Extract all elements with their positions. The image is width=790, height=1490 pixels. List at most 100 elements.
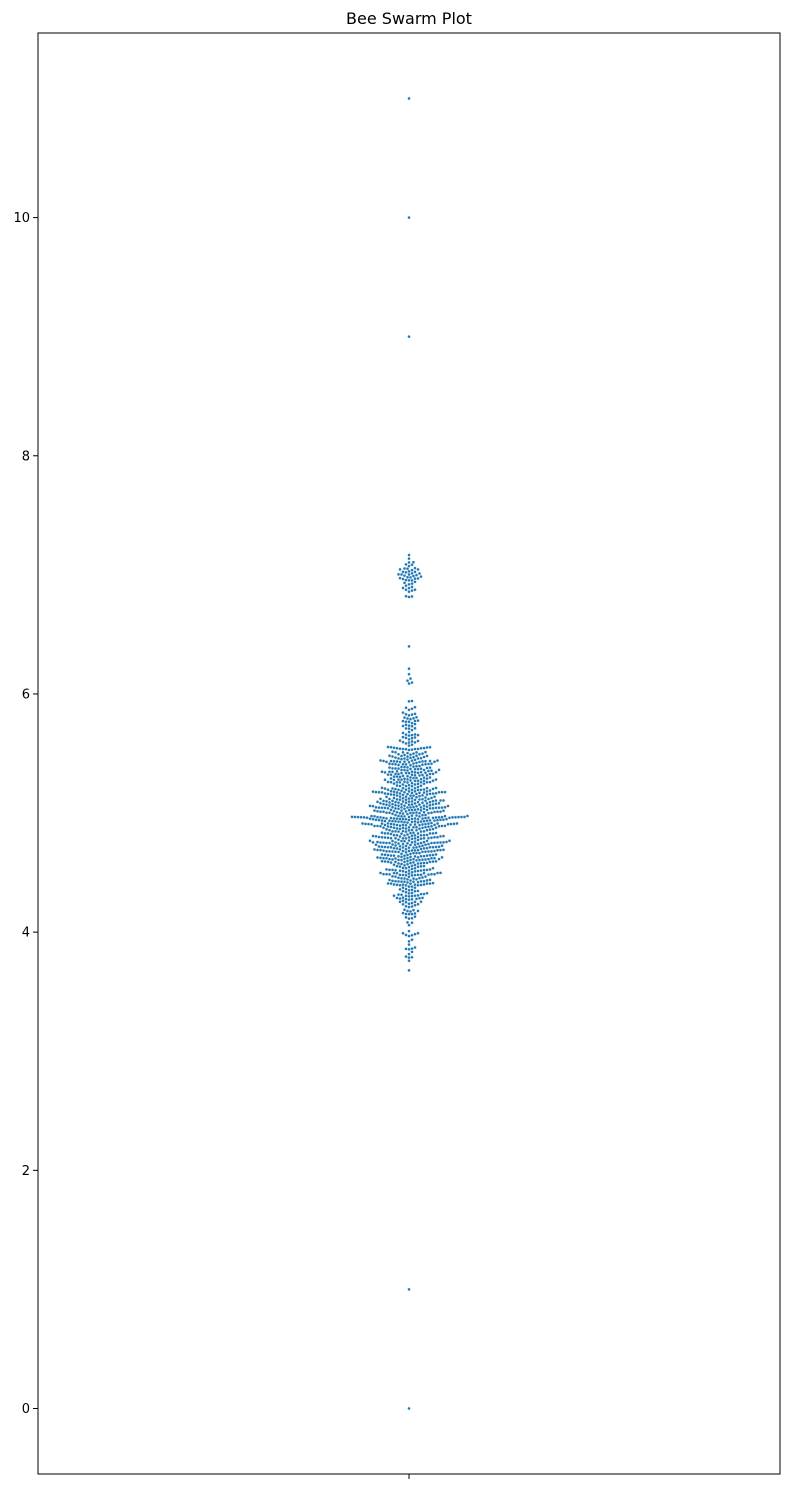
y-tick-label: 2 <box>22 1164 30 1179</box>
swarm-point <box>416 788 420 792</box>
swarm-point <box>404 706 408 710</box>
swarm-point <box>393 860 398 864</box>
swarm-point <box>387 770 392 774</box>
swarm-point <box>411 811 416 815</box>
swarm-point <box>419 756 423 760</box>
swarm-point <box>420 801 425 805</box>
swarm-point <box>390 874 395 879</box>
swarm-point <box>413 580 417 584</box>
swarm-point <box>413 911 417 916</box>
swarm-point <box>404 562 408 567</box>
swarm-point <box>416 889 420 893</box>
swarm-point <box>396 876 401 880</box>
swarm-point <box>407 560 411 565</box>
swarm-point <box>401 786 405 790</box>
swarm-point <box>404 798 408 802</box>
swarm-point <box>410 721 414 725</box>
swarm-point <box>404 870 408 874</box>
swarm-point <box>416 747 420 751</box>
swarm-point <box>434 806 438 810</box>
swarm-point <box>393 879 398 883</box>
swarm-point <box>408 831 413 835</box>
swarm-point <box>407 902 411 906</box>
swarm-point <box>402 765 407 769</box>
swarm-point <box>404 904 408 908</box>
swarm-point <box>434 770 438 774</box>
swarm-point <box>419 777 423 781</box>
swarm-point <box>395 826 399 831</box>
swarm-point <box>413 869 417 874</box>
swarm-point <box>378 810 383 814</box>
swarm-point <box>407 923 411 927</box>
swarm-point <box>387 878 392 882</box>
swarm-point <box>393 766 398 771</box>
swarm-point <box>423 843 428 847</box>
swarm-point <box>374 805 378 810</box>
chart-title: Bee Swarm Plot <box>346 9 472 28</box>
swarm-point <box>389 776 393 781</box>
swarm-point <box>413 789 417 794</box>
swarm-point <box>413 801 417 806</box>
swarm-point <box>401 750 405 755</box>
swarm-point <box>398 900 402 904</box>
swarm-point <box>407 672 411 676</box>
swarm-point <box>425 792 429 797</box>
swarm-point <box>429 768 434 773</box>
swarm-point <box>416 718 420 723</box>
swarm-point <box>407 868 411 873</box>
swarm-point <box>414 828 419 832</box>
swarm-point <box>410 707 414 711</box>
swarm-point <box>437 790 441 794</box>
swarm-point <box>423 750 428 754</box>
swarm-point <box>407 553 411 557</box>
swarm-point <box>404 817 408 821</box>
swarm-point <box>432 835 437 839</box>
swarm-point <box>434 859 438 864</box>
swarm-point <box>398 576 402 580</box>
swarm-point <box>437 824 441 828</box>
swarm-point <box>405 777 410 782</box>
swarm-point <box>417 811 422 815</box>
swarm-point <box>372 808 377 813</box>
swarm-point <box>398 834 402 839</box>
swarm-point <box>371 840 375 845</box>
swarm-point <box>393 829 398 834</box>
swarm-point <box>417 803 422 807</box>
swarm-point <box>425 773 429 778</box>
swarm-point <box>428 765 432 770</box>
swarm-point <box>426 872 431 877</box>
swarm-point <box>410 739 414 744</box>
swarm-point <box>401 762 405 766</box>
swarm-point <box>378 815 383 820</box>
swarm-point <box>431 881 435 885</box>
swarm-point <box>402 814 407 819</box>
swarm-point <box>420 793 425 798</box>
swarm-point <box>381 810 386 814</box>
swarm-point <box>413 839 417 844</box>
swarm-point <box>375 815 380 819</box>
swarm-point <box>408 676 413 681</box>
swarm-point <box>401 889 405 893</box>
swarm-point <box>462 815 467 819</box>
swarm-point <box>435 835 440 839</box>
swarm-point <box>392 833 396 837</box>
swarm-point <box>399 802 404 806</box>
swarm-point <box>378 797 383 801</box>
swarm-point <box>437 801 441 805</box>
swarm-point <box>404 588 408 592</box>
swarm-point <box>413 786 417 790</box>
swarm-point <box>419 873 423 877</box>
swarm-point <box>411 908 416 912</box>
swarm-point <box>410 784 414 788</box>
swarm-point <box>395 833 399 837</box>
swarm-point <box>425 833 429 837</box>
swarm-point <box>395 793 399 798</box>
swarm-point <box>422 768 426 772</box>
swarm-point <box>429 849 434 854</box>
swarm-point <box>419 780 423 784</box>
swarm-point <box>404 826 408 831</box>
swarm-point <box>387 857 392 861</box>
swarm-point <box>398 847 402 852</box>
swarm-point <box>383 853 387 857</box>
swarm-point <box>410 828 414 832</box>
